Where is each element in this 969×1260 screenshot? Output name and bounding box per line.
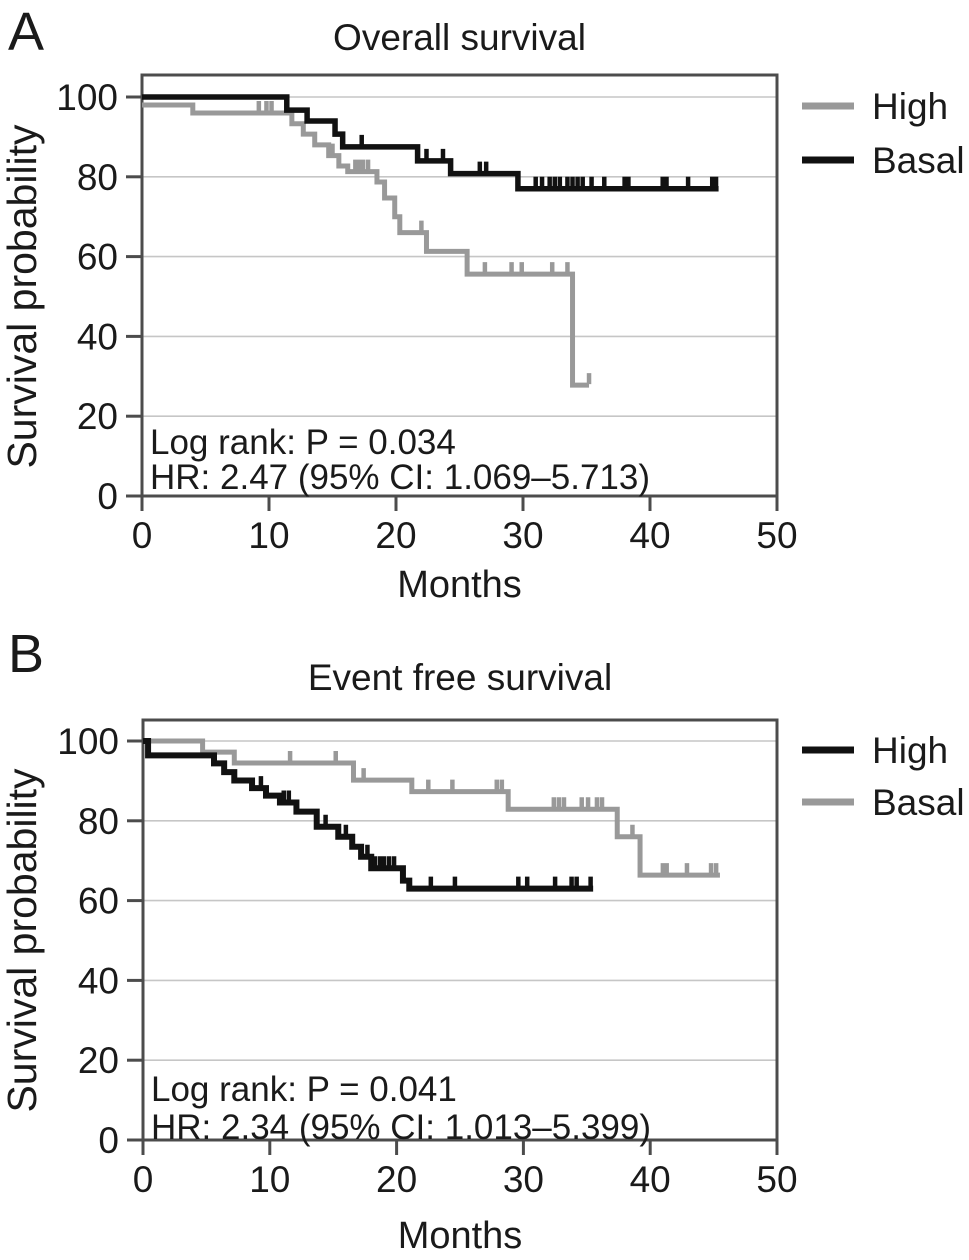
log-rank-annotation: Log rank: P = 0.041 [151,1070,457,1109]
panel-title-b: Event free survival [308,657,612,698]
hazard-ratio-annotation: HR: 2.34 (95% CI: 1.013–5.399) [151,1108,651,1147]
y-tick-label-80: 80 [78,801,119,842]
y-tick-label-0: 0 [97,476,118,517]
censor-ticks-basal [287,750,719,875]
censor-ticks-high [256,100,592,385]
y-tick-label-0: 0 [98,1120,119,1161]
survival-curve-high [143,738,594,892]
x-tick-label-0: 0 [133,1159,154,1200]
panel-a: 0 20 40 60 80 100 0 10 20 30 40 50 A Overall survival… [0,2,965,606]
x-tick-label-40: 40 [630,1159,671,1200]
y-tick-label-40: 40 [77,316,118,357]
x-axis-label: Months [397,564,522,606]
x-tick-label-50: 50 [756,1159,797,1200]
x-tick-label-30: 30 [503,1159,544,1200]
y-tick-label-20: 20 [77,396,118,437]
hazard-ratio-annotation: HR: 2.47 (95% CI: 1.069–5.713) [150,458,650,497]
x-tick-label-30: 30 [502,515,543,556]
y-tick-label-100: 100 [57,721,119,762]
y-tick-label-40: 40 [78,960,119,1001]
y-axis-label: Survival probability [0,124,45,469]
panel-letter-b: B [8,624,44,684]
x-tick-label-10: 10 [249,1159,290,1200]
x-tick-label-10: 10 [248,515,289,556]
x-tick-label-20: 20 [376,1159,417,1200]
panel-letter-a: A [8,2,44,62]
survival-curve-basal [143,738,720,878]
axis-frame [141,718,779,1142]
x-tick-label-50: 50 [756,515,797,556]
censor-ticks-high [258,776,593,888]
legend-label-basal: Basal [872,140,965,181]
x-tick-label-0: 0 [132,515,153,556]
survival-curve-high [142,102,590,388]
x-axis-label: Months [398,1215,523,1257]
axis-frame [140,73,779,498]
y-tick-label-20: 20 [78,1040,119,1081]
x-tick-label-20: 20 [375,515,416,556]
y-tick-label-60: 60 [77,237,118,278]
y-tick-label-60: 60 [78,881,119,922]
panel-b: 0 20 40 60 80 100 0 10 20 30 40 50 B Event free survi… [0,624,965,1257]
y-tick-label-100: 100 [56,77,118,118]
survival-curve-basal [142,94,719,192]
panel-title-a: Overall survival [333,17,586,58]
legend-label-basal: Basal [872,782,965,823]
legend-label-high: High [872,86,948,127]
x-tick-label-40: 40 [629,515,670,556]
y-axis-label: Survival probability [0,768,45,1113]
y-tick-label-80: 80 [77,157,118,198]
log-rank-annotation: Log rank: P = 0.034 [150,423,456,462]
legend-label-high: High [872,730,948,771]
censor-ticks-basal [359,134,719,188]
